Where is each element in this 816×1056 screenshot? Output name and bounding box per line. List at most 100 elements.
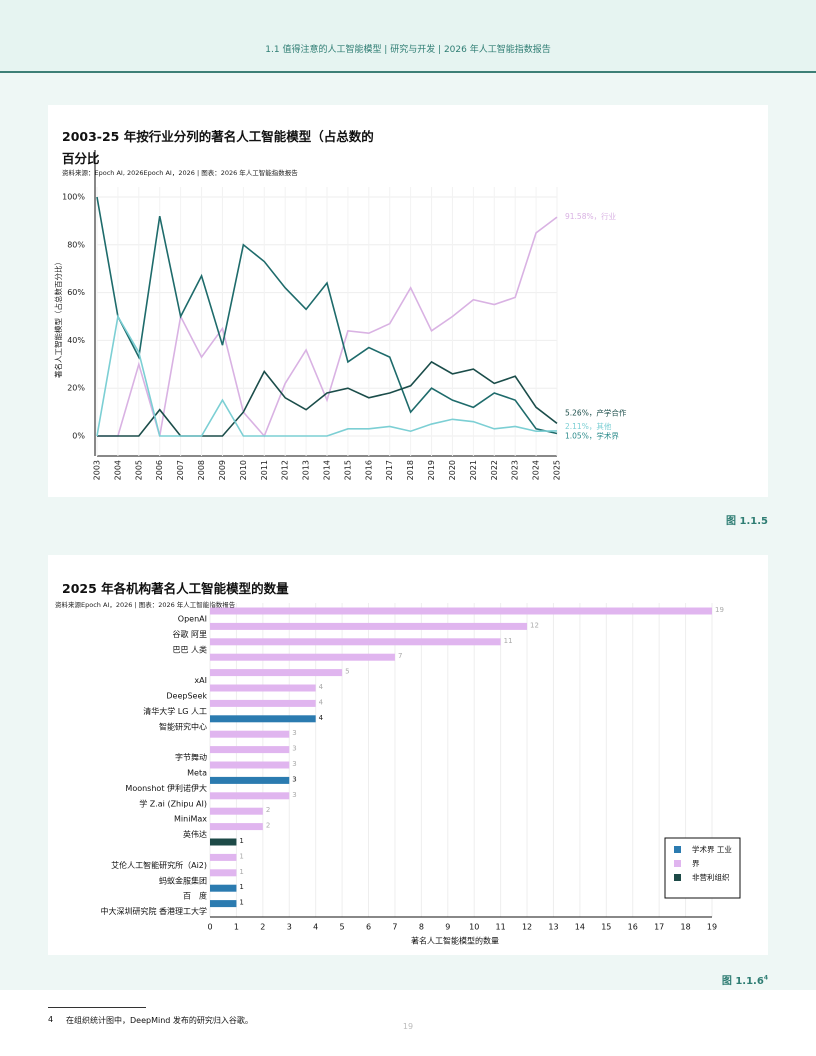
- end-label: 91.58%，行业: [565, 211, 617, 221]
- x-tick-label: 2003: [93, 460, 102, 480]
- x-tick-label: 5: [340, 923, 345, 932]
- x-tick-label: 2005: [134, 460, 143, 480]
- bar: [210, 884, 237, 892]
- x-tick-label: 13: [548, 923, 558, 932]
- bar: [210, 607, 712, 615]
- x-tick-label: 2011: [260, 460, 269, 480]
- y-tick-label: 百 度: [183, 891, 207, 901]
- chart-source: 资料来源Epoch AI，2026 | 图表：2026 年人工智能指数报告: [55, 601, 236, 609]
- value-label: 3: [292, 760, 296, 768]
- y-tick-label: DeepSeek: [166, 692, 207, 701]
- x-tick-label: 2009: [218, 460, 227, 480]
- y-tick-label: Meta: [187, 769, 207, 778]
- y-tick-label: Moonshot 伊利诺伊大: [125, 783, 207, 793]
- bar: [210, 838, 237, 846]
- bar: [210, 900, 237, 908]
- x-tick-label: 0: [207, 923, 212, 932]
- x-tick-label: 4: [313, 923, 318, 932]
- x-axis-label: 著名人工智能模型的数量: [411, 936, 499, 946]
- footnote-rule: [48, 1007, 146, 1008]
- x-tick-label: 2015: [343, 460, 352, 480]
- chart-title: 2025 年各机构著名人工智能模型的数量: [62, 581, 289, 596]
- y-tick-label: 智能研究中心: [159, 721, 207, 731]
- bar: [210, 653, 395, 661]
- x-tick-label: 2014: [323, 460, 332, 480]
- y-axis-label: 著名人工智能模型（占总数百分比）: [53, 258, 63, 378]
- x-tick-label: 2006: [155, 460, 164, 480]
- figure-label-text: 图 1.1.6: [721, 976, 764, 987]
- series-line: [96, 314, 558, 437]
- y-tick-label: 艾伦人工智能研究所（Ai2): [111, 860, 207, 870]
- series-line: [97, 360, 558, 437]
- x-tick-label: 2012: [281, 460, 290, 480]
- y-tick-label: 40%: [67, 336, 85, 345]
- x-tick-label: 1: [234, 923, 239, 932]
- bar: [210, 853, 237, 861]
- x-tick-label: 2022: [490, 460, 499, 480]
- value-label: 1: [239, 837, 243, 845]
- header: 1.1 值得注意的人工智能模型 | 研究与开发 | 2026 年人工智能指数报告: [265, 45, 551, 55]
- value-label: 4: [319, 683, 324, 691]
- y-tick-label: 学 Z.ai (Zhipu AI): [139, 798, 207, 808]
- legend-label: 界: [692, 859, 700, 868]
- x-tick-label: 9: [445, 923, 450, 932]
- y-tick-label: 英伟达: [183, 829, 207, 839]
- y-tick-label: 中大深圳研究院 香港理工大学: [100, 906, 207, 916]
- x-tick-label: 18: [680, 923, 690, 932]
- x-tick-label: 2023: [511, 460, 520, 480]
- x-tick-label: 2: [260, 923, 265, 932]
- x-tick-label: 2008: [197, 460, 206, 480]
- value-label: 3: [292, 791, 296, 799]
- x-tick-label: 14: [575, 923, 585, 932]
- bar: [210, 684, 316, 692]
- x-tick-label: 2024: [532, 460, 541, 480]
- x-tick-label: 8: [419, 923, 424, 932]
- x-tick-label: 10: [469, 923, 479, 932]
- legend-swatch: [674, 860, 681, 867]
- y-tick-label: 字节舞动: [175, 752, 207, 762]
- y-tick-label: 20%: [67, 384, 85, 393]
- bar: [210, 776, 290, 784]
- y-tick-label: 巴巴 人类: [172, 644, 207, 654]
- value-label: 3: [292, 729, 296, 737]
- x-tick-label: 11: [496, 923, 506, 932]
- y-tick-label: OpenAI: [178, 615, 207, 624]
- value-label: 2: [266, 806, 270, 814]
- x-tick-label: 2010: [239, 460, 248, 480]
- value-label: 1: [239, 868, 243, 876]
- y-tick-label: 80%: [67, 240, 85, 249]
- x-tick-label: 12: [522, 923, 532, 932]
- figure-label: 图 1.1.5: [726, 516, 768, 527]
- card: [48, 555, 768, 955]
- bar: [210, 869, 237, 877]
- x-tick-label: 17: [654, 923, 664, 932]
- value-label: 1: [239, 899, 243, 907]
- x-tick-label: 2020: [448, 460, 457, 480]
- value-label: 3: [292, 775, 296, 783]
- bar: [210, 669, 343, 677]
- value-label: 12: [530, 621, 539, 629]
- value-label: 2: [266, 822, 270, 830]
- value-label: 7: [398, 652, 402, 660]
- chart-source: 资料来源：Epoch AI, 2026Epoch AI，2026 | 图表：20…: [62, 169, 298, 177]
- y-tick-label: 100%: [62, 193, 85, 202]
- figure-label: 图 1.1.64: [722, 972, 768, 987]
- x-tick-label: 16: [628, 923, 638, 932]
- y-tick-label: 0%: [72, 432, 85, 441]
- value-label: 3: [292, 745, 296, 753]
- x-tick-label: 6: [366, 923, 371, 932]
- value-label: 1: [239, 883, 243, 891]
- end-label: 5.26%，产学合作: [565, 407, 627, 417]
- x-tick-label: 2019: [427, 460, 436, 480]
- x-tick-label: 3: [287, 923, 292, 932]
- page-number: 19: [402, 1022, 414, 1031]
- footnote-mark: 4: [48, 1015, 54, 1024]
- y-tick-label: 清华大学 LG 人工: [143, 706, 207, 716]
- value-label: 4: [319, 714, 324, 722]
- x-tick-label: 2016: [364, 460, 373, 480]
- bar: [210, 699, 316, 707]
- series-line: [97, 216, 558, 438]
- x-tick-label: 19: [707, 923, 717, 932]
- y-tick-label: 蚂蚁金服集团: [159, 875, 207, 885]
